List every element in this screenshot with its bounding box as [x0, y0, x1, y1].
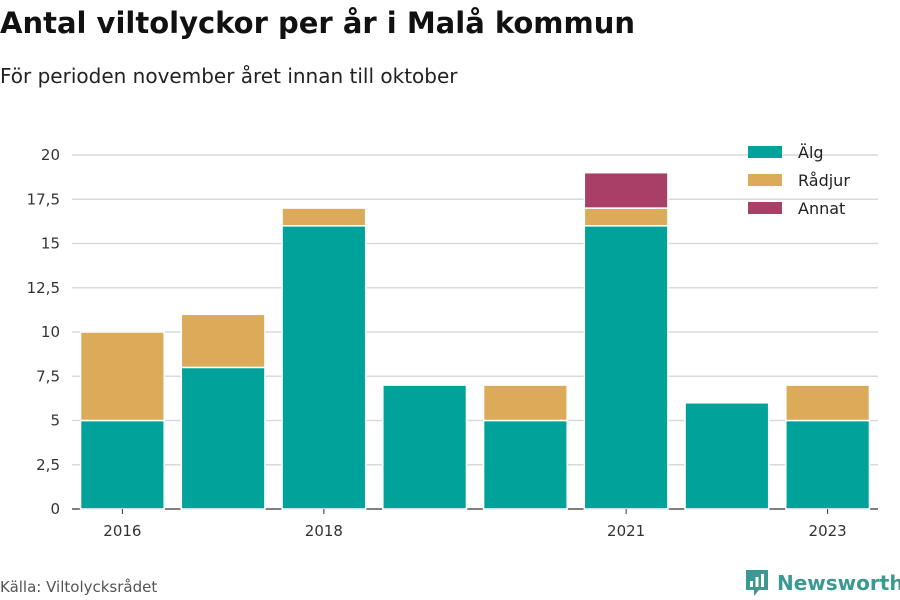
- x-tick-label: 2021: [607, 522, 645, 540]
- bar-r-djur-2017: [180, 313, 266, 369]
- y-tick-label: 15: [41, 235, 60, 253]
- y-tick-label: 5: [50, 412, 60, 430]
- legend: Älg Rådjur Annat: [748, 143, 850, 218]
- bar-lg-2017: [180, 366, 266, 510]
- x-axis-ticks: 2016 2018 2021 2023: [103, 509, 847, 540]
- y-tick-label: 2,5: [36, 456, 60, 474]
- bar-r-djur-2020: [482, 384, 568, 422]
- y-axis-ticks: 0 2,5 5 7,5 10 12,5 15 17,5 20: [27, 146, 60, 518]
- bar-lg-2019: [382, 384, 468, 510]
- brand-name: Newsworthy: [777, 571, 900, 595]
- bar-r-djur-2023: [785, 384, 871, 422]
- legend-label: Annat: [798, 199, 845, 218]
- y-tick-label: 20: [41, 146, 60, 164]
- bar-lg-2022: [684, 402, 770, 510]
- legend-label: Älg: [798, 143, 824, 162]
- y-tick-label: 17,5: [27, 190, 60, 208]
- x-tick-label: 2023: [809, 522, 847, 540]
- source-note: Källa: Viltolycksrådet: [0, 578, 158, 596]
- legend-swatch-annat: [748, 202, 782, 214]
- chart-subtitle: För perioden november året innan till ok…: [0, 64, 458, 88]
- y-tick-label: 12,5: [27, 279, 60, 297]
- bar-r-djur-2016: [79, 331, 165, 422]
- legend-swatch-r-djur: [748, 174, 782, 186]
- grid-lines: [72, 154, 878, 510]
- newsworthy-logo-icon: [746, 570, 768, 596]
- bar-lg-2016: [79, 419, 165, 510]
- x-tick-label: 2018: [305, 522, 343, 540]
- bar-lg-2023: [785, 419, 871, 510]
- y-tick-label: 10: [41, 323, 60, 341]
- y-tick-label: 7,5: [36, 367, 60, 385]
- bar-lg-2020: [482, 419, 568, 510]
- legend-swatch-lg: [748, 146, 782, 158]
- bar-r-djur-2018: [281, 207, 367, 227]
- bar-lg-2021: [583, 225, 669, 510]
- bar-annat-2021: [583, 171, 669, 209]
- bar-r-djur-2021: [583, 207, 669, 227]
- brand-logo: Newsworthy: [744, 568, 900, 598]
- chart-title: Antal viltolyckor per år i Malå kommun: [0, 6, 636, 40]
- x-tick-label: 2016: [103, 522, 141, 540]
- bars: [79, 171, 871, 510]
- bar-lg-2018: [281, 225, 367, 510]
- legend-label: Rådjur: [798, 171, 850, 190]
- y-tick-label: 0: [50, 500, 60, 518]
